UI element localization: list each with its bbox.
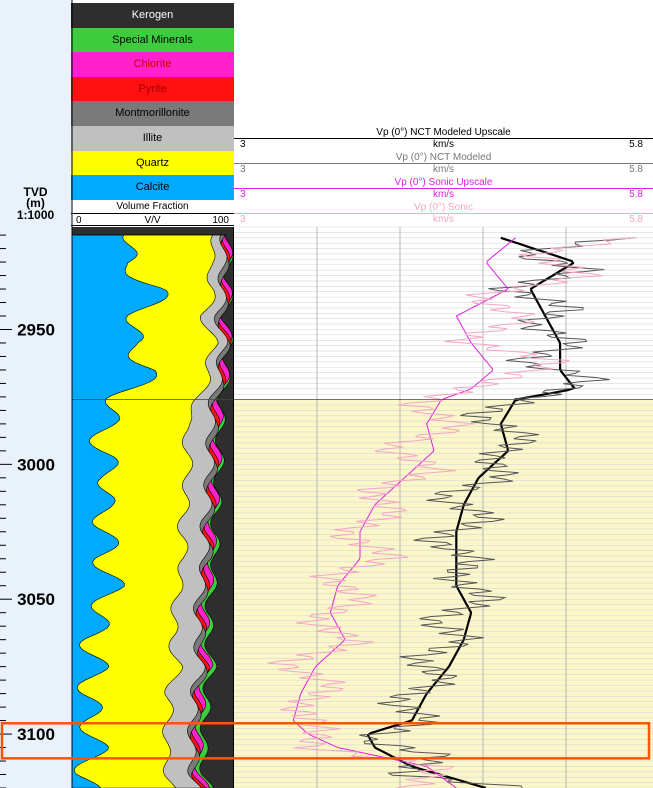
curve-header-min: 3	[240, 139, 246, 150]
curve-header: Vp (0°) Sonic Upscale km/s 3 5.8	[234, 177, 653, 201]
curve-vp-0-nct-modeled-upscale	[366, 236, 577, 788]
curve-header-unit: km/s	[432, 214, 455, 225]
depth-label: 3100	[17, 725, 55, 744]
curve-header-max: 5.8	[629, 139, 643, 150]
curve-header: Vp (0°) NCT Modeled Upscale km/s 3 5.8	[234, 127, 653, 151]
calcite-fill	[71, 234, 169, 788]
curve-header-min: 3	[240, 189, 246, 200]
curve-header-line	[234, 188, 653, 189]
depth-label: 2950	[17, 320, 55, 339]
depth-label: 3000	[17, 455, 55, 474]
depth-track	[0, 0, 71, 788]
legend-special-minerals: Special Minerals	[71, 27, 234, 53]
legend-quartz: Quartz	[71, 150, 234, 176]
legend-calcite: Calcite	[71, 175, 234, 200]
curve-header-name: Vp (0°) NCT Modeled Upscale	[376, 127, 511, 138]
curve-header: Vp (0°) Sonic km/s 3 5.8	[234, 202, 653, 226]
volume-fraction-scale: 0 V/V 100	[71, 213, 234, 226]
curve-header-name: Vp (0°) NCT Modeled	[395, 152, 492, 163]
curve-header-min: 3	[240, 214, 246, 225]
vf-min: 0	[76, 215, 82, 226]
curve-header-name: Vp (0°) Sonic	[413, 202, 474, 213]
curve-header-unit: km/s	[432, 189, 455, 200]
legend-pyrite: Pyrite	[71, 76, 234, 102]
curve-header-max: 5.8	[629, 189, 643, 200]
curve-header-max: 5.8	[629, 214, 643, 225]
curve-header-max: 5.8	[629, 164, 643, 175]
legend-montmorillonite: Montmorillonite	[71, 101, 234, 126]
curve-header-min: 3	[240, 164, 246, 175]
depth-unit: (m)	[26, 196, 45, 210]
depth-label: 3050	[17, 590, 55, 609]
curve-vp-0-nct-modeled	[359, 237, 635, 788]
legend-illite: Illite	[71, 126, 234, 151]
vf-unit: V/V	[144, 215, 161, 226]
curve-header-line	[234, 138, 653, 139]
curve-vp-0-sonic	[267, 237, 637, 788]
depth-title: TVD	[23, 185, 48, 199]
curve-vp-0-sonic-upscale	[292, 237, 516, 788]
curve-header-name: Vp (0°) Sonic Upscale	[394, 177, 493, 188]
depth-scale: 1:1000	[16, 208, 55, 222]
curve-header-unit: km/s	[432, 139, 455, 150]
curve-header-unit: km/s	[432, 164, 455, 175]
curve-header-line	[234, 213, 653, 214]
legend-kerogen: Kerogen	[71, 3, 234, 28]
legend-chlorite: Chlorite	[71, 52, 234, 77]
highlight-box	[0, 722, 651, 760]
vf-max: 100	[212, 215, 229, 226]
curve-header-line	[234, 163, 653, 164]
volume-fraction-title: Volume Fraction	[116, 201, 189, 212]
curve-header: Vp (0°) NCT Modeled km/s 3 5.8	[234, 152, 653, 176]
